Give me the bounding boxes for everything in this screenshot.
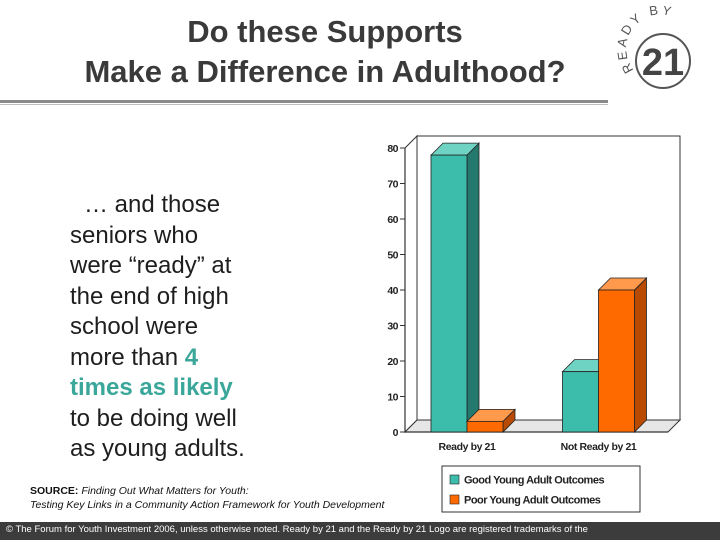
body-line-6: more than 4 — [70, 343, 350, 374]
body-line-4: the end of high — [70, 282, 229, 310]
title-divider — [0, 100, 608, 103]
bar — [466, 420, 504, 433]
ready-by-21-logo: READY BY 21 — [614, 6, 691, 89]
body-line-9: as young adults. — [70, 435, 245, 462]
body-line-2: seniors who — [70, 221, 199, 249]
x-category-label: Ready by 21 — [439, 441, 496, 453]
logo-number: 21 — [642, 42, 684, 84]
legend-label: Poor Young Adult Outcomes — [464, 495, 601, 507]
source-label: SOURCE: — [30, 485, 79, 497]
bar — [562, 371, 599, 433]
bar — [598, 289, 635, 433]
logo-ring — [635, 33, 691, 89]
y-tick-label: 0 — [393, 427, 399, 439]
body-line-5: school were — [70, 313, 199, 340]
legend-box — [441, 465, 641, 513]
y-tick-label: 70 — [387, 179, 398, 191]
footer-bar: © The Forum for Youth Investment 2006, u… — [0, 522, 720, 540]
highlight-number: 4 — [184, 343, 199, 371]
y-tick-label: 80 — [387, 143, 398, 155]
y-tick-label: 30 — [387, 321, 398, 333]
chart-side-wall — [404, 134, 418, 434]
y-tick-label: 50 — [387, 250, 398, 262]
body-line-6-text: more than — [70, 343, 179, 371]
source-title-2: Testing Key Links in a Community Action … — [30, 499, 385, 511]
bar — [430, 154, 468, 433]
title-line-1: Do these Supports — [187, 14, 463, 49]
y-tick-label: 60 — [387, 214, 398, 226]
copyright-icon: © — [6, 524, 13, 535]
legend-label: Good Young Adult Outcomes — [464, 475, 604, 487]
bar-side — [634, 277, 647, 433]
legend-swatch — [449, 474, 460, 485]
source-title-1: Finding Out What Matters for Youth: — [81, 485, 249, 497]
footer-text: The Forum for Youth Investment 2006, unl… — [15, 524, 588, 535]
body-text: … and those seniors who were “ready” at … — [70, 190, 350, 465]
legend-swatch — [449, 494, 460, 505]
bar-side — [466, 142, 480, 433]
y-tick-label: 10 — [387, 392, 398, 404]
x-category-label: Not Ready by 21 — [561, 441, 637, 453]
highlight-phrase: times as likely — [70, 374, 233, 401]
body-line-3: were “ready” at — [70, 252, 232, 279]
body-line-1: … and those — [84, 191, 221, 218]
y-tick-label: 20 — [387, 356, 398, 368]
title-line-2: Make a Difference in Adulthood? — [84, 54, 566, 89]
y-tick-label: 40 — [387, 285, 398, 297]
body-line-8: to be doing well — [70, 404, 237, 432]
source-note: SOURCE: Finding Out What Matters for You… — [30, 484, 450, 512]
bar-chart: 0 10 20 30 40 50 60 70 80 Ready by 21 Not Ready by… — [387, 134, 682, 513]
title-divider-thin — [0, 104, 608, 105]
slide-title: Do these Supports Make a Difference in A… — [0, 12, 650, 92]
